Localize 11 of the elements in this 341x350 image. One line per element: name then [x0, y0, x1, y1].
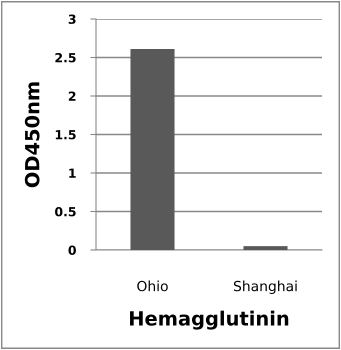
y-tick-label: 2 [68, 91, 76, 101]
y-axis-title: OD450nm [24, 82, 40, 188]
x-tick-label: Ohio [137, 280, 168, 292]
x-axis-title: Hemagglutinin [130, 310, 288, 330]
y-tick-label: 0 [68, 245, 76, 255]
y-tick-label: 0.5 [55, 206, 76, 216]
y-tick-label: 3 [68, 14, 76, 24]
y-tick-label: 1 [69, 168, 76, 178]
x-tick-label: Shanghai [234, 280, 297, 294]
y-tick-label: 2.5 [55, 52, 76, 62]
y-tick-label: 1.5 [56, 130, 76, 140]
